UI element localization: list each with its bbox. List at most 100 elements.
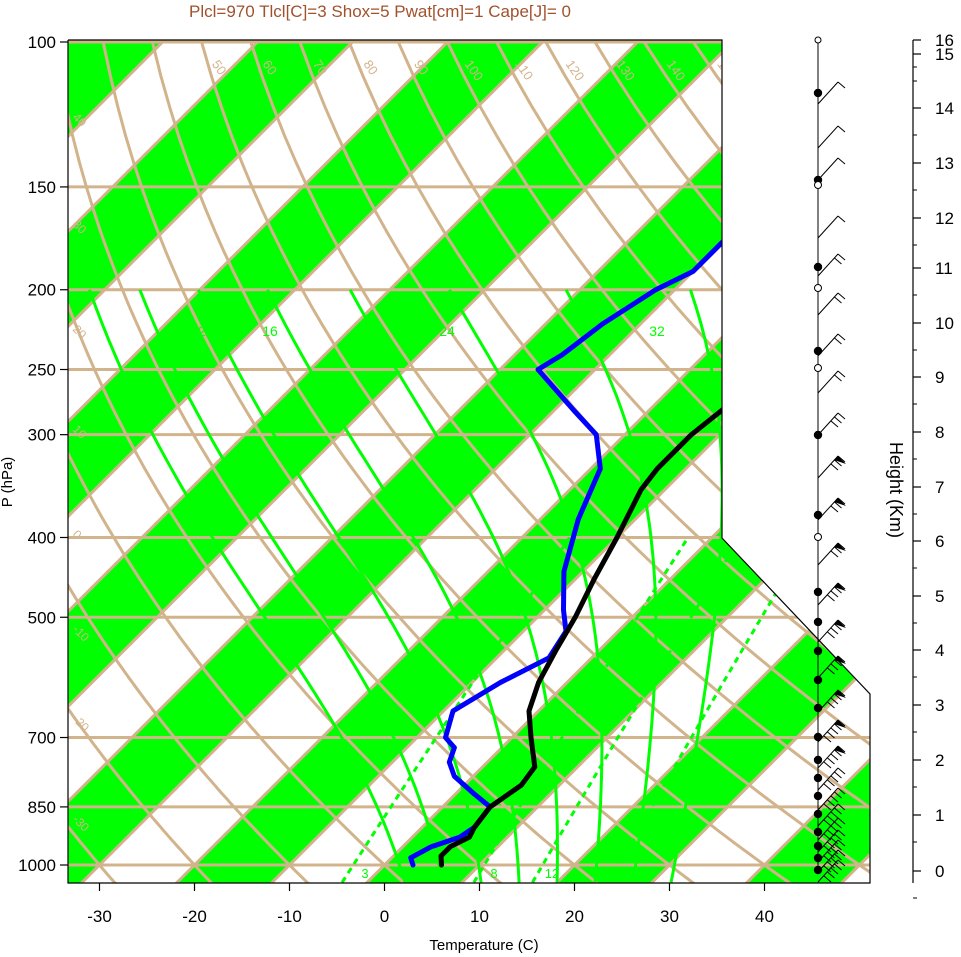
wind-barb	[817, 655, 846, 679]
wind-barb	[817, 81, 846, 105]
dry-adiabat-label: 70	[310, 57, 331, 77]
wind-barb-pennant	[834, 456, 846, 464]
isotherm	[254, 40, 870, 883]
wind-level-dot	[813, 510, 823, 520]
height-tick-label: 3	[935, 696, 944, 715]
wind-barb-feather	[827, 861, 835, 869]
wind-barb-feather	[834, 374, 842, 382]
moist-adiabat	[138, 289, 445, 883]
wind-barb-feather	[823, 819, 832, 827]
wind-level-dot	[813, 755, 823, 765]
temperature-tick-label: -20	[182, 907, 207, 926]
dry-adiabat	[95, 40, 716, 883]
wind-barb-shaft	[817, 803, 839, 827]
height-tick-label: 13	[935, 154, 954, 173]
wind-barb-feather	[837, 849, 846, 857]
green-band	[68, 40, 870, 883]
dry-adiabat	[238, 40, 870, 883]
wind-barb-feather	[837, 803, 846, 811]
wind-barb	[817, 619, 846, 643]
wind-barb-feather	[823, 875, 832, 883]
wind-level-dot	[813, 773, 823, 783]
wind-barb-feather	[830, 420, 839, 428]
green-band	[0, 4, 10, 899]
mixing-ratio-label: 3	[361, 866, 368, 881]
wind-barb-feather	[834, 749, 842, 757]
temperature-tick-label: 20	[565, 907, 584, 926]
wind-barb-shaft	[817, 817, 839, 841]
x-axis-label: Temperature (C)	[429, 937, 538, 954]
green-band	[160, 40, 870, 883]
temperature-line	[438, 53, 870, 868]
wind-barb-feather	[837, 81, 846, 89]
height-tick-label: 1	[935, 806, 944, 825]
moist-adiabat	[448, 288, 604, 883]
isotherm	[0, 4, 10, 899]
wind-barb	[817, 582, 846, 606]
mixing-ratio-label: 8	[490, 866, 497, 881]
isotherm-bands	[0, 4, 870, 899]
height-tick-label: 0	[935, 862, 944, 881]
wind-barb-shaft	[817, 829, 839, 853]
temperature-tick-label: -10	[277, 907, 302, 926]
wind-level-dot	[813, 88, 823, 98]
wind-level-dot	[813, 262, 823, 272]
isotherm	[68, 40, 677, 883]
temperature-tick-label: 0	[380, 907, 389, 926]
moist-adiabat-label: 24	[439, 323, 455, 339]
wind-barb-feather	[830, 550, 839, 558]
wind-barb-feather	[837, 817, 846, 825]
moist-adiabat-label: 12	[190, 323, 206, 339]
isotherm	[539, 40, 870, 883]
wind-barb-shaft	[817, 839, 839, 863]
wind-barb-feather	[837, 125, 846, 133]
wind-barb	[817, 767, 846, 791]
wind-barb-feather	[827, 757, 835, 765]
wind-barb-feather	[827, 871, 835, 879]
wind-barb-feather	[837, 412, 846, 420]
isotherm-label: 30	[729, 116, 756, 143]
wind-barb-feather	[830, 847, 839, 855]
wind-barb-feather	[834, 623, 842, 631]
wind-barb-feather	[837, 839, 846, 847]
isotherm	[68, 40, 582, 883]
wind-barb-feather	[837, 333, 846, 341]
wind-barb-feather	[837, 370, 846, 378]
height-tick-label: 15	[935, 45, 954, 64]
moist-adiabat	[564, 288, 658, 883]
dry-adiabat	[68, 40, 131, 883]
pressure-tick-label: 1000	[18, 856, 56, 875]
isotherm	[68, 40, 392, 883]
mixing-ratio-line	[472, 536, 690, 883]
wind-barb-feather	[827, 701, 835, 709]
mixing-ratio-label: 12	[545, 866, 559, 881]
wind-barb-feather	[834, 296, 842, 304]
wind-barb-feather	[830, 795, 839, 803]
wind-barb	[817, 125, 846, 149]
wind-barb-feather	[834, 416, 842, 424]
height-tick-label: 4	[935, 641, 944, 660]
green-band	[68, 40, 771, 883]
wind-barb-pennant	[834, 746, 846, 754]
wind-level-open	[814, 364, 822, 372]
height-tick-label: 6	[935, 532, 944, 551]
wind-level-dot	[813, 853, 823, 863]
wind-barb-feather	[823, 735, 832, 743]
height-tick-label: 11	[935, 259, 953, 278]
wind-barb-feather	[830, 857, 839, 865]
wind-barb	[817, 719, 846, 743]
wind-barb	[817, 333, 846, 357]
wind-level-dot	[813, 346, 823, 356]
wind-barb	[817, 787, 846, 811]
wind-barb	[817, 859, 846, 883]
wind-barb-feather	[823, 865, 832, 873]
isotherm-label: 30	[844, 636, 871, 663]
isotherm	[68, 40, 867, 883]
height-axis-label: Height (Km)	[886, 442, 906, 538]
wind-barb-feather	[830, 775, 839, 783]
wind-barb-feather	[834, 791, 842, 799]
height-tick-label: 16	[935, 31, 954, 50]
isotherm	[68, 40, 772, 883]
wind-barb-shaft	[817, 333, 839, 357]
